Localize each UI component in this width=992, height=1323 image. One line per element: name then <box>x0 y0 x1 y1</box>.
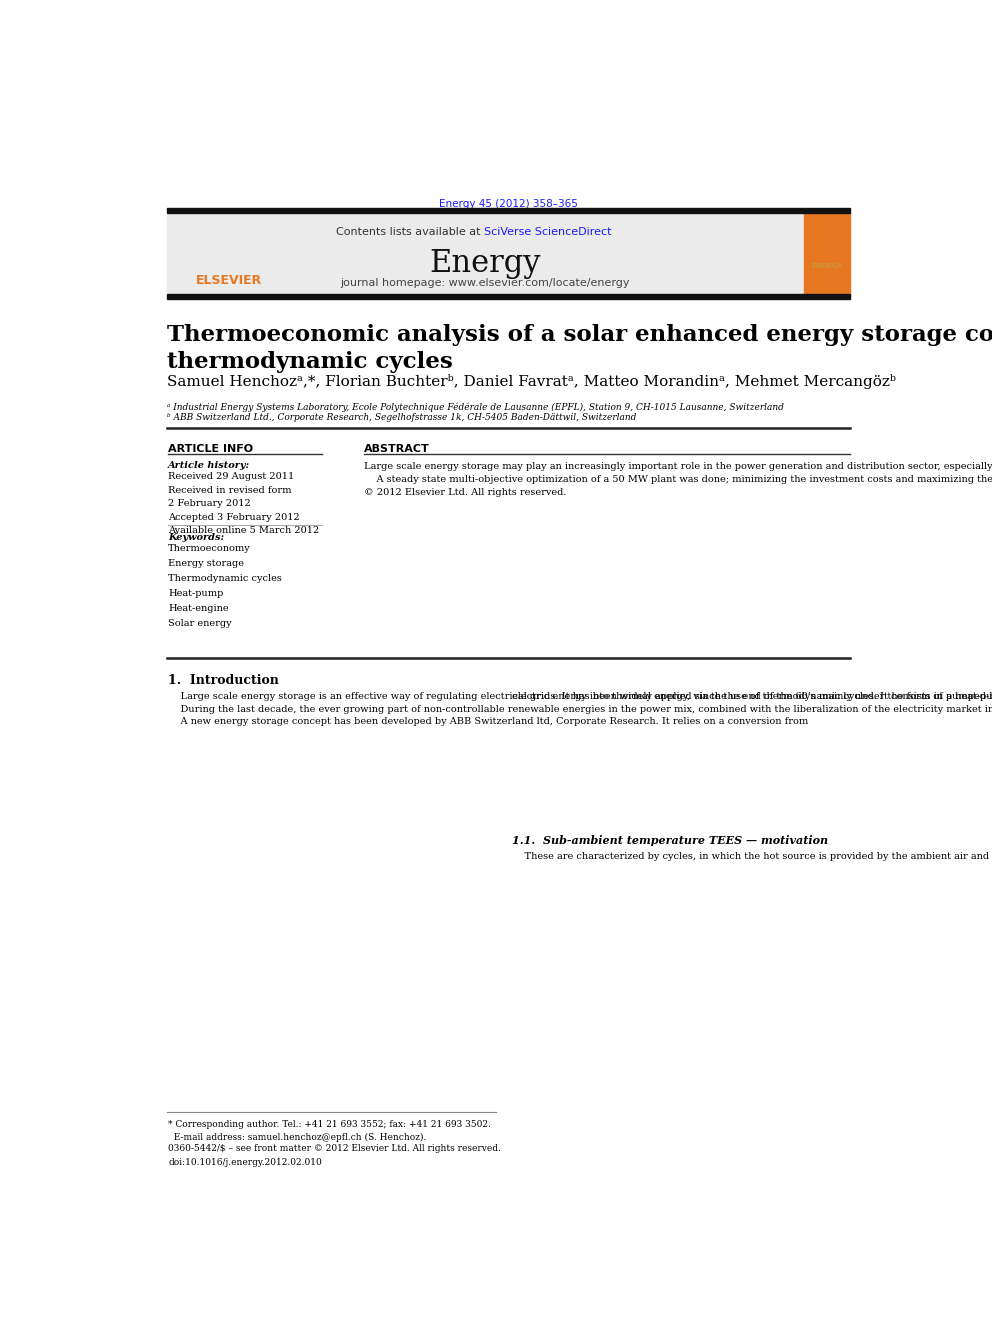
Text: journal homepage: www.elsevier.com/locate/energy: journal homepage: www.elsevier.com/locat… <box>340 278 630 288</box>
Text: ENERGY: ENERGY <box>811 263 842 269</box>
Text: Energy: Energy <box>430 249 541 279</box>
Text: SciVerse ScienceDirect: SciVerse ScienceDirect <box>484 228 611 237</box>
Text: Received 29 August 2011
Received in revised form
2 February 2012
Accepted 3 Febr: Received 29 August 2011 Received in revi… <box>169 472 319 536</box>
Text: electric energy into thermal energy, via the use of thermodynamic cycles. It con: electric energy into thermal energy, via… <box>512 692 992 701</box>
Text: Article history:: Article history: <box>169 462 250 471</box>
Text: Samuel Henchozᵃ,*, Florian Buchterᵇ, Daniel Favratᵃ, Matteo Morandinᵃ, Mehmet Me: Samuel Henchozᵃ,*, Florian Buchterᵇ, Dan… <box>167 374 896 389</box>
Text: ᵇ ABB Switzerland Ltd., Corporate Research, Segelhofstrasse 1k, CH-5405 Baden-Dä: ᵇ ABB Switzerland Ltd., Corporate Resear… <box>167 413 636 422</box>
Text: ELSEVIER: ELSEVIER <box>196 274 262 287</box>
Text: Energy 45 (2012) 358–365: Energy 45 (2012) 358–365 <box>439 198 577 209</box>
Text: These are characterized by cycles, in which the hot source is provided by the am: These are characterized by cycles, in wh… <box>512 852 992 861</box>
Bar <box>167 213 805 296</box>
Text: Contents lists available at: Contents lists available at <box>335 228 484 237</box>
Text: 1.1.  Sub-ambient temperature TEES — motivation: 1.1. Sub-ambient temperature TEES — moti… <box>512 835 827 845</box>
Text: Thermoeconomic analysis of a solar enhanced energy storage concept based on
ther: Thermoeconomic analysis of a solar enhan… <box>167 324 992 373</box>
Text: Thermoeconomy
Energy storage
Thermodynamic cycles
Heat-pump
Heat-engine
Solar en: Thermoeconomy Energy storage Thermodynam… <box>169 544 282 627</box>
Text: ᵃ Industrial Energy Systems Laboratory, Ecole Polytechnique Fédérale de Lausanne: ᵃ Industrial Energy Systems Laboratory, … <box>167 402 784 411</box>
Text: 0360-5442/$ – see front matter © 2012 Elsevier Ltd. All rights reserved.
doi:10.: 0360-5442/$ – see front matter © 2012 El… <box>169 1144 501 1167</box>
Bar <box>167 208 850 213</box>
Text: 1.  Introduction: 1. Introduction <box>169 673 279 687</box>
Text: * Corresponding author. Tel.: +41 21 693 3552; fax: +41 21 693 3502.
  E-mail ad: * Corresponding author. Tel.: +41 21 693… <box>169 1119 491 1142</box>
Text: Large scale energy storage may play an increasingly important role in the power : Large scale energy storage may play an i… <box>364 462 992 497</box>
Text: ARTICLE INFO: ARTICLE INFO <box>169 443 253 454</box>
Text: ABSTRACT: ABSTRACT <box>364 443 430 454</box>
Text: Keywords:: Keywords: <box>169 533 224 542</box>
Bar <box>805 213 850 296</box>
Text: Large scale energy storage is an effective way of regulating electrical grids. I: Large scale energy storage is an effecti… <box>169 692 992 726</box>
Bar <box>167 294 850 299</box>
